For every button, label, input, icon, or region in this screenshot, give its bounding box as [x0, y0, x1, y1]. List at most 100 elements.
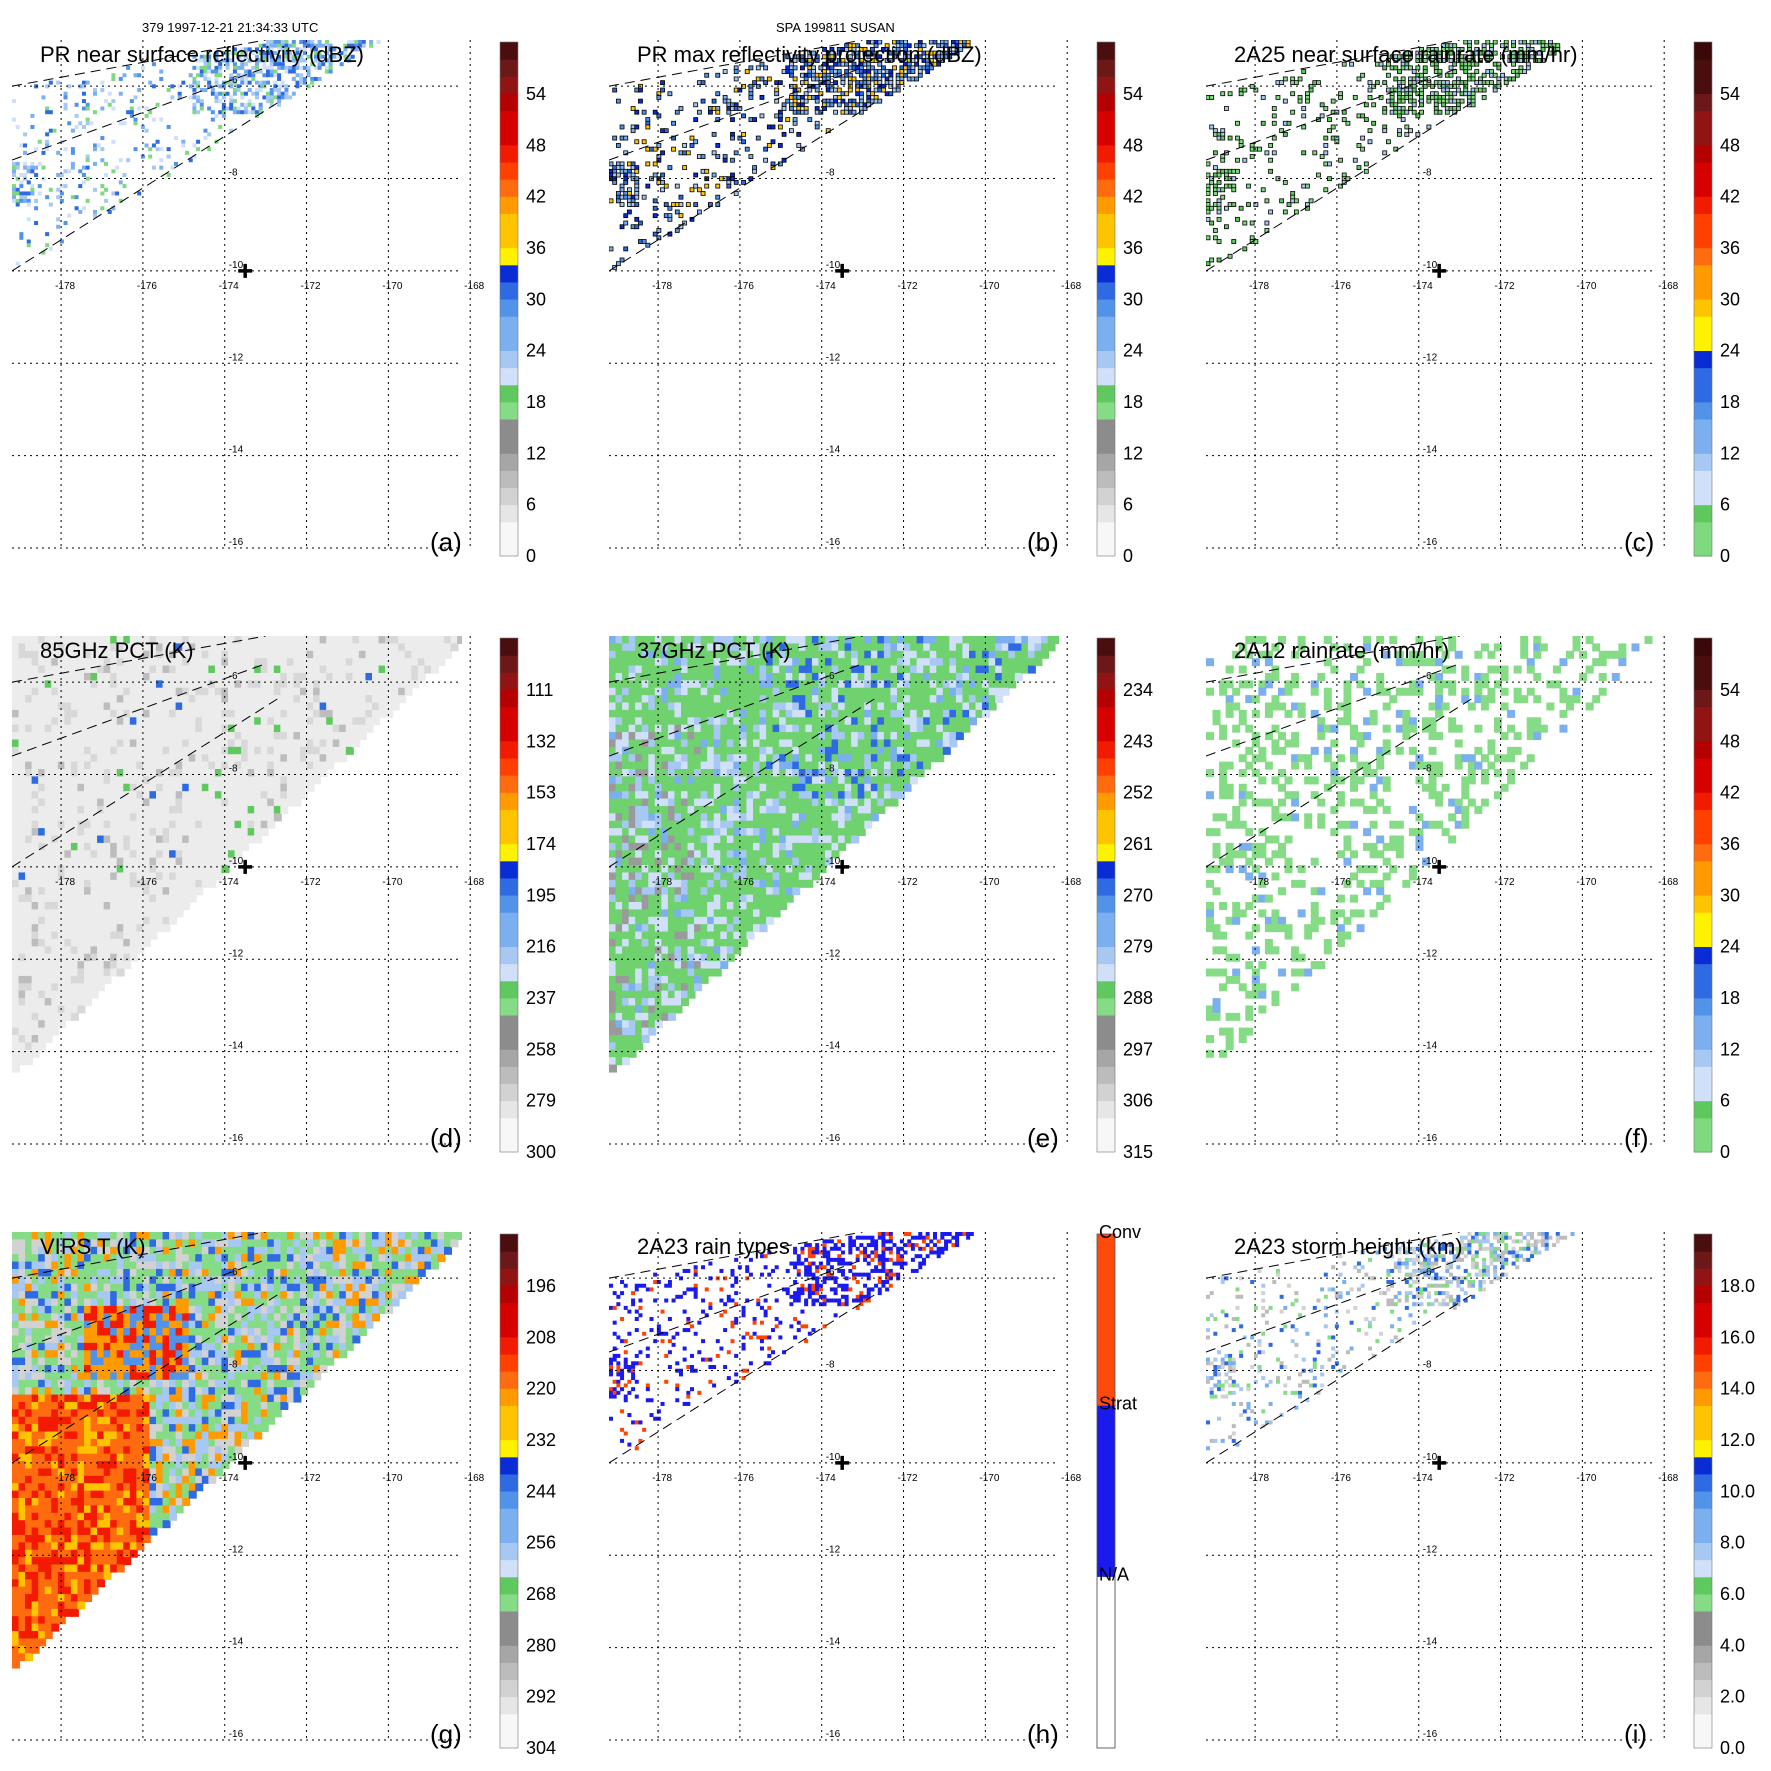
- rain-cell: [1419, 46, 1424, 52]
- pixel-cell: [97, 857, 106, 866]
- rain-cell: [789, 72, 794, 78]
- rain-cell: [273, 95, 278, 100]
- pixel-cell: [129, 887, 138, 896]
- pixel-cell: [103, 724, 112, 733]
- pixel-cell: [156, 680, 164, 689]
- rain-cell: [269, 62, 274, 67]
- pixel-cell: [195, 732, 204, 741]
- rain-cell: [358, 43, 363, 48]
- pixel-cell: [214, 798, 223, 807]
- pixel-cell: [319, 754, 328, 763]
- pixel-cell: [280, 732, 289, 741]
- pixel-cell: [681, 746, 689, 755]
- rain-cell: [1492, 72, 1498, 78]
- pixel-cell: [286, 754, 295, 763]
- rain-cell: [19, 235, 24, 240]
- rain-cell: [1206, 209, 1211, 215]
- rain-cell: [741, 131, 746, 137]
- pixel-cell: [25, 894, 34, 903]
- pixel-cell: [615, 732, 624, 741]
- pixel-cell: [18, 1042, 27, 1051]
- rain-cell: [232, 47, 237, 52]
- swath-edge: [609, 99, 880, 272]
- rain-cell: [965, 43, 971, 49]
- pixel-cell: [609, 916, 617, 925]
- pixel-cell: [694, 842, 703, 851]
- pixel-cell: [57, 754, 66, 763]
- pixel-cell: [667, 961, 676, 970]
- rain-cell: [1209, 205, 1215, 211]
- pixel-cell: [648, 761, 657, 770]
- rain-cell: [266, 69, 271, 74]
- pixel-cell: [300, 672, 308, 681]
- pixel-cell: [228, 842, 236, 851]
- pixel-cell: [12, 1027, 20, 1036]
- pixel-cell: [622, 783, 631, 792]
- pixel-cell: [267, 650, 276, 659]
- pixel-cell: [628, 938, 637, 947]
- pixel-cell: [25, 783, 34, 792]
- pixel-cell: [169, 761, 178, 770]
- pixel-cell: [628, 909, 637, 918]
- pixel-cell: [247, 835, 256, 844]
- pixel-cell: [352, 732, 361, 741]
- pixel-cell: [162, 924, 171, 933]
- pixel-cell: [694, 702, 703, 711]
- rain-cell: [1452, 91, 1458, 97]
- pixel-cell: [123, 902, 132, 911]
- rain-cell: [247, 47, 252, 52]
- pixel-cell: [635, 938, 644, 947]
- pixel-cell: [667, 983, 676, 992]
- pixel-cell: [214, 769, 223, 778]
- pixel-cell: [156, 643, 164, 652]
- rain-cell: [844, 91, 850, 97]
- rain-cell: [1448, 65, 1454, 71]
- pixel-cell: [64, 746, 73, 755]
- pixel-cell: [38, 902, 47, 911]
- swath-edge: [12, 67, 266, 161]
- rain-cell: [317, 65, 322, 70]
- pixel-cell: [142, 916, 151, 925]
- pixel-cell: [129, 828, 138, 837]
- pixel-cell: [175, 805, 184, 814]
- pixel-cell: [116, 909, 125, 918]
- pixel-cell: [681, 835, 689, 844]
- pixel-cell: [97, 975, 106, 984]
- pixel-cell: [149, 872, 158, 881]
- rain-cell: [81, 206, 86, 211]
- pixel-cell: [208, 835, 217, 844]
- pixel-cell: [38, 857, 47, 866]
- pixel-cell: [149, 769, 158, 778]
- pixel-cell: [260, 791, 269, 800]
- pixel-cell: [260, 650, 269, 659]
- pixel-cell: [247, 820, 256, 829]
- pixel-cell: [313, 643, 322, 652]
- pixel-cell: [332, 680, 341, 689]
- rain-cell: [660, 80, 665, 86]
- pixel-cell: [18, 938, 27, 947]
- pixel-cell: [267, 820, 276, 829]
- pixel-cell: [372, 658, 380, 667]
- pixel-cell: [365, 665, 374, 674]
- rain-cell: [93, 88, 97, 93]
- rain-cell: [67, 121, 72, 126]
- pixel-cell: [628, 968, 637, 977]
- pixel-cell: [267, 636, 276, 644]
- colorbar-tick-label: 30: [1123, 289, 1143, 309]
- pixel-cell: [84, 732, 92, 741]
- pixel-cell: [195, 828, 204, 837]
- pixel-cell: [129, 650, 138, 659]
- pixel-cell: [385, 665, 394, 674]
- colorbar-segment: [500, 179, 518, 197]
- pixel-cell: [654, 931, 663, 940]
- pixel-cell: [182, 658, 191, 667]
- pixel-cell: [398, 672, 407, 681]
- pixel-cell: [385, 643, 394, 652]
- rain-cell: [229, 95, 234, 100]
- pixel-cell: [12, 680, 20, 689]
- rain-cell: [1206, 261, 1211, 267]
- pixel-cell: [201, 872, 210, 881]
- pixel-cell: [38, 879, 47, 888]
- rain-cell: [199, 106, 204, 111]
